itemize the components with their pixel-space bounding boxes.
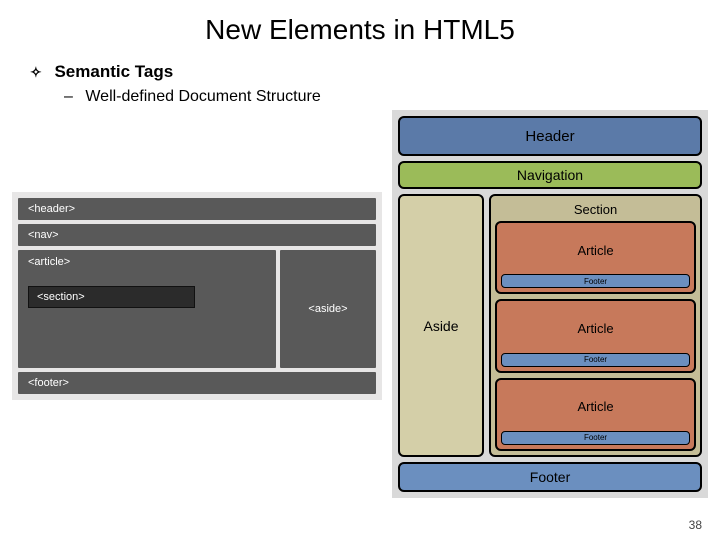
right-article-box: Article Footer: [495, 378, 696, 451]
right-section-box: Section Article Footer Article Footer Ar…: [489, 194, 702, 457]
diamond-bullet-icon: ✧: [30, 64, 42, 80]
right-nav-box: Navigation: [398, 161, 702, 189]
left-article-label: <article>: [28, 256, 70, 268]
right-article-box: Article Footer: [495, 299, 696, 372]
right-article-label: Article: [501, 226, 690, 274]
bullet-2-text: Well-defined Document Structure: [85, 88, 320, 105]
right-articles-container: Article Footer Article Footer Article Fo…: [495, 221, 696, 451]
left-article-column: <article> <section>: [18, 250, 276, 368]
left-nav-box: <nav>: [18, 224, 376, 246]
right-article-label: Article: [501, 383, 690, 431]
right-article-label: Article: [501, 304, 690, 352]
bullet-1-text: Semantic Tags: [54, 62, 173, 81]
left-footer-box: <footer>: [18, 372, 376, 394]
right-header-box: Header: [398, 116, 702, 156]
bullet-level-2: – Well-defined Document Structure: [64, 88, 321, 106]
right-diagram: Header Navigation Aside Section Article …: [392, 110, 708, 498]
left-section-box: <section>: [28, 286, 195, 308]
page-number: 38: [689, 518, 702, 532]
left-aside-box: <aside>: [280, 250, 376, 368]
right-article-footer: Footer: [501, 431, 690, 445]
left-header-box: <header>: [18, 198, 376, 220]
right-section-label: Section: [495, 200, 696, 221]
left-mid-row: <article> <section> <aside>: [18, 250, 376, 368]
right-article-box: Article Footer: [495, 221, 696, 294]
right-aside-box: Aside: [398, 194, 484, 457]
dash-bullet-icon: –: [64, 88, 73, 105]
right-mid-row: Aside Section Article Footer Article Foo…: [398, 194, 702, 457]
right-article-footer: Footer: [501, 274, 690, 288]
left-diagram: <header> <nav> <article> <section> <asid…: [12, 192, 382, 400]
right-article-footer: Footer: [501, 353, 690, 367]
bullet-level-1: ✧ Semantic Tags: [30, 62, 173, 82]
left-article-box: <article> <section>: [18, 250, 276, 368]
right-footer-box: Footer: [398, 462, 702, 492]
slide-title: New Elements in HTML5: [0, 0, 720, 46]
